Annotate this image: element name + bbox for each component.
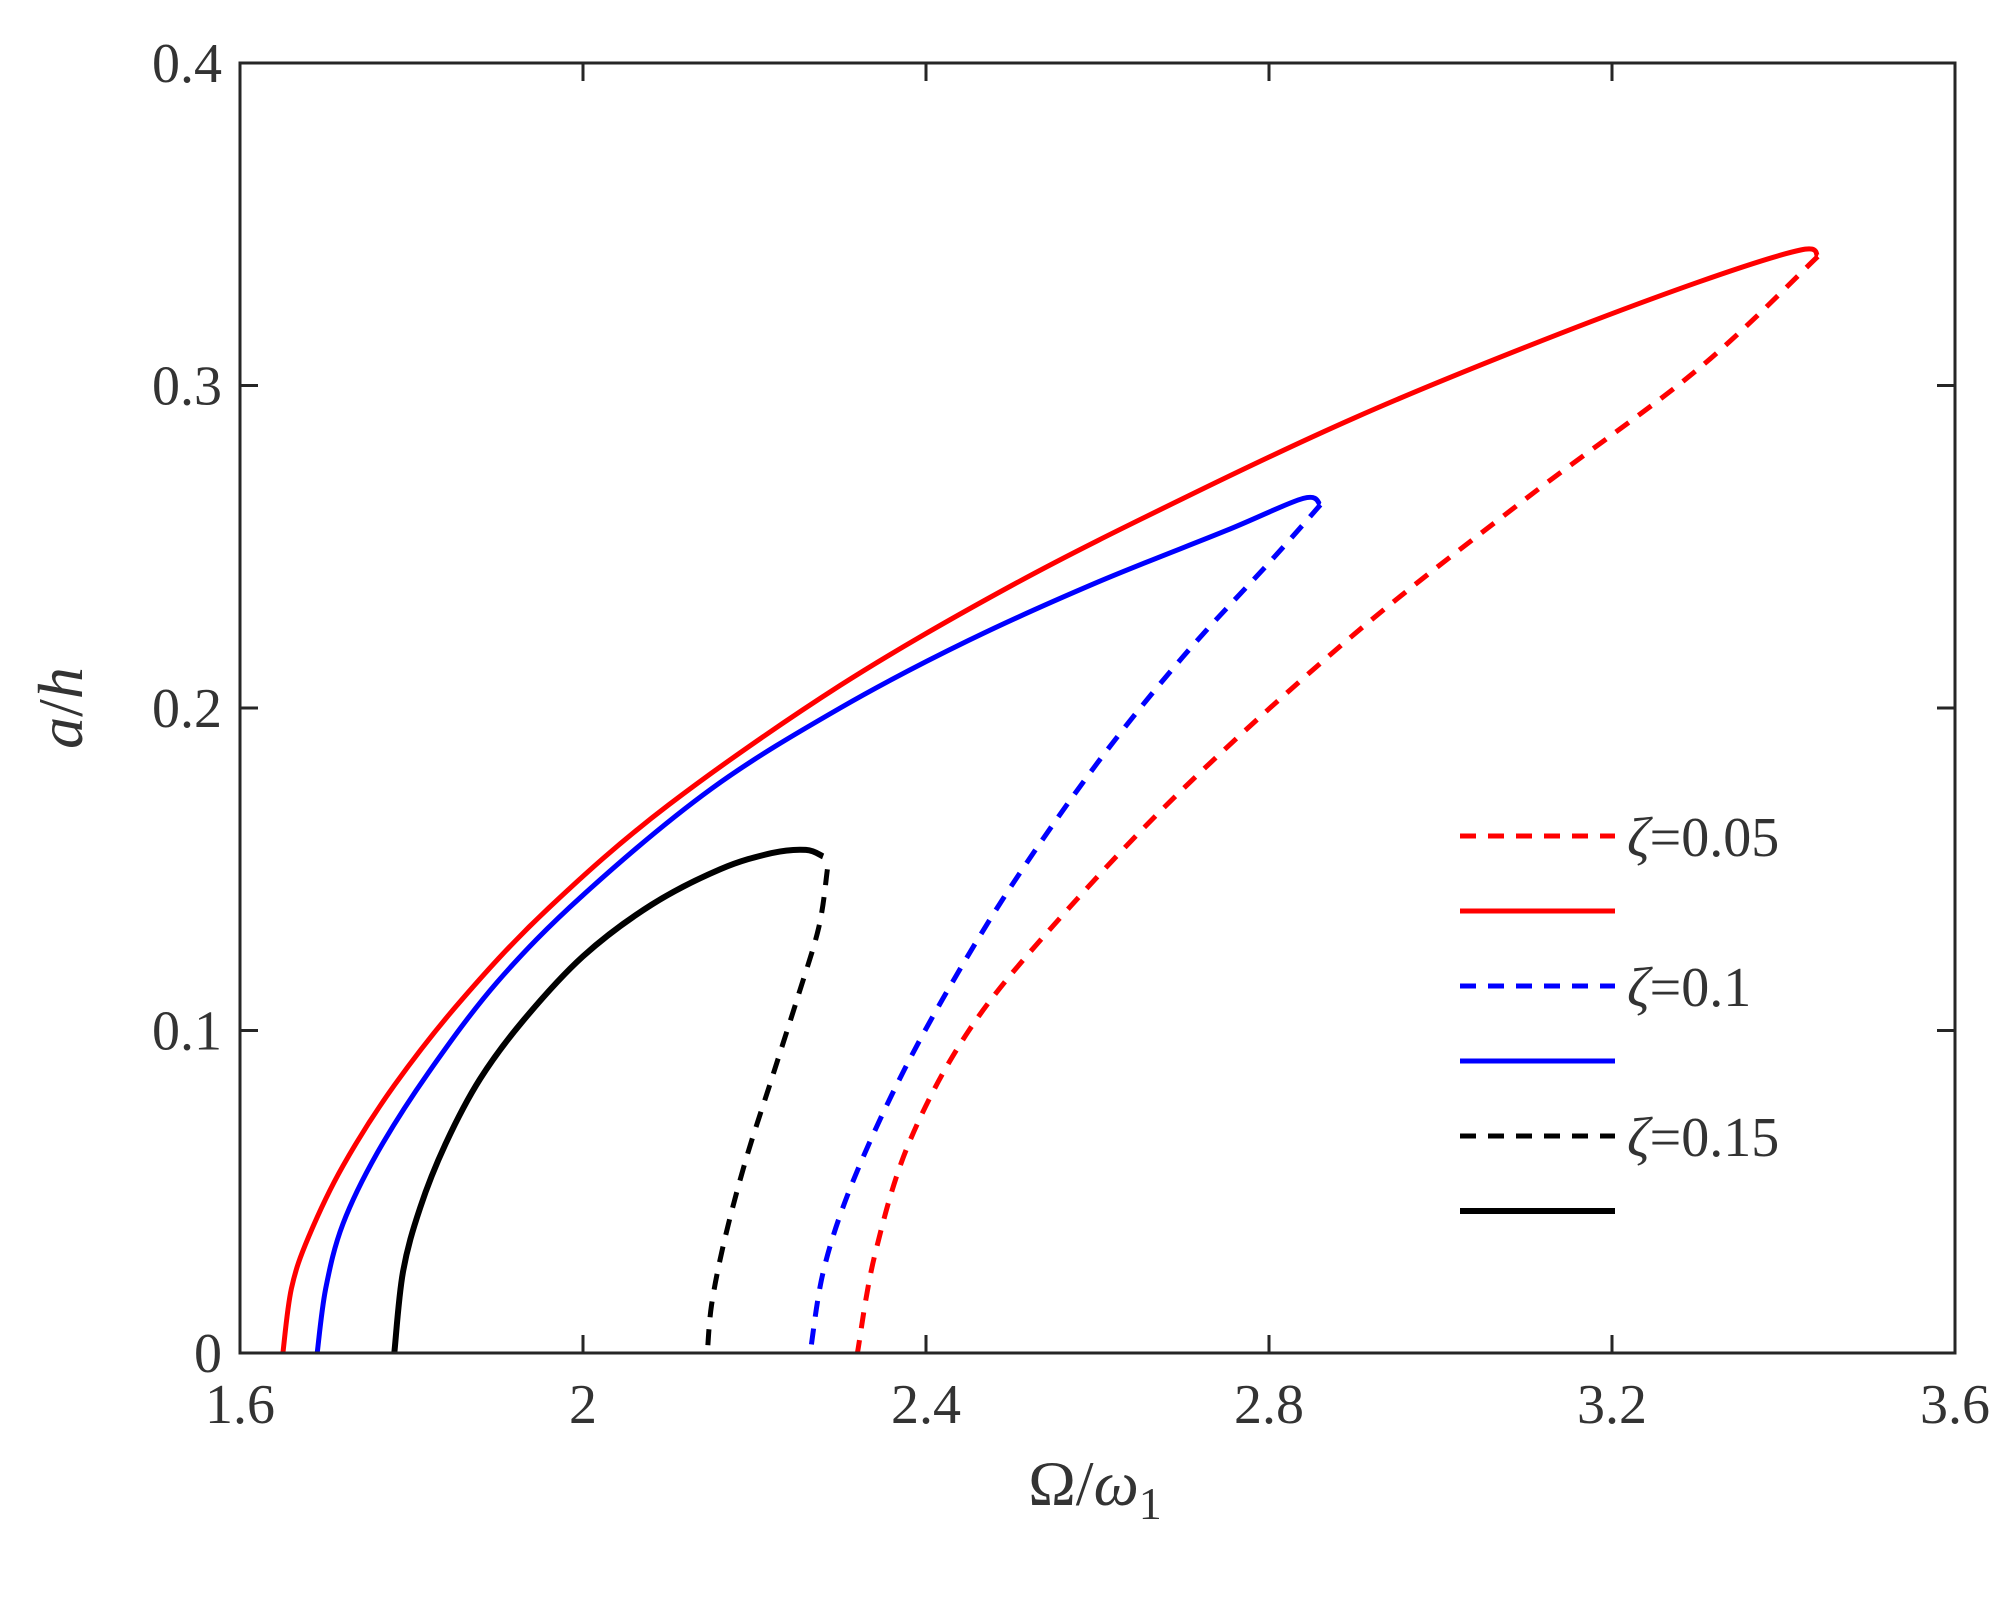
ticks-layer xyxy=(238,61,1957,1355)
series-zeta-0.15-unstable xyxy=(704,868,830,1354)
series-zeta-0.05-stable xyxy=(280,246,1820,1354)
x-tick-label: 2.8 xyxy=(1234,1374,1304,1436)
series-zeta-0.05-unstable xyxy=(854,254,1820,1354)
y-axis-label: a/h xyxy=(25,667,96,749)
x-tick-label: 3.2 xyxy=(1577,1374,1647,1436)
x-tick-label: 1.6 xyxy=(205,1374,275,1436)
y-tick-label: 0 xyxy=(194,1323,222,1385)
y-tick-label: 0.3 xyxy=(152,356,222,418)
legend-label: ζ=0.05 xyxy=(1627,807,1779,869)
legend: ζ=0.05 ζ=0.1 ζ=0.15 xyxy=(1460,807,1779,1214)
series-layer xyxy=(280,246,1820,1354)
x-tick-label: 2.4 xyxy=(891,1374,961,1436)
x-tick-label: 2 xyxy=(569,1374,597,1436)
y-tick-label: 0.4 xyxy=(152,33,222,95)
legend-label: ζ=0.15 xyxy=(1627,1107,1779,1169)
tick-labels-layer: 1.6 2 2.4 2.8 3.2 3.6 0 0.1 0.2 0.3 0.4 xyxy=(152,33,1990,1436)
series-zeta-0.1-unstable xyxy=(807,503,1323,1354)
series-zeta-0.1-stable xyxy=(314,494,1322,1354)
legend-label: ζ=0.1 xyxy=(1627,957,1751,1019)
x-axis-label: Ω/ω1 xyxy=(1028,1448,1162,1529)
y-tick-label: 0.2 xyxy=(152,678,222,740)
y-tick-label: 0.1 xyxy=(152,1001,222,1063)
x-tick-label: 3.6 xyxy=(1920,1374,1990,1436)
series-zeta-0.15-stable xyxy=(391,846,825,1354)
